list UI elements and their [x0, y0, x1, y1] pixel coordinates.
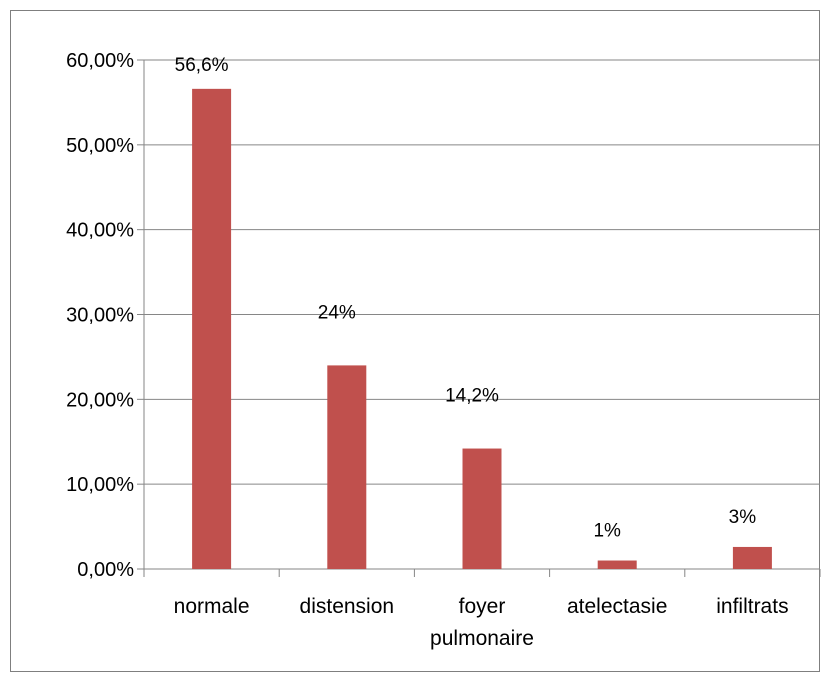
- y-tick-label: 40,00%: [66, 220, 134, 242]
- data-label: 56,6%: [175, 55, 229, 76]
- bar: [192, 88, 232, 570]
- y-tick-label: 60,00%: [66, 50, 134, 72]
- data-label: 24%: [318, 302, 356, 323]
- data-label: 1%: [593, 521, 621, 542]
- y-tick-label: 0,00%: [77, 559, 134, 581]
- y-tick-label: 50,00%: [66, 135, 134, 157]
- y-tick-label: 10,00%: [66, 474, 134, 496]
- category-label: normale: [174, 595, 250, 618]
- bars: [192, 88, 772, 570]
- gridlines: [144, 59, 820, 485]
- labels: 0,00% 10,00% 20,00% 30,00% 40,00% 50,00% 60,00…: [66, 50, 788, 650]
- chart-frame: [10, 10, 820, 672]
- bar: [327, 365, 367, 569]
- data-label: 14,2%: [445, 386, 499, 407]
- y-tick-label: 30,00%: [66, 305, 134, 327]
- category-label: distension: [300, 595, 395, 618]
- bar: [597, 560, 637, 569]
- bar: [732, 546, 772, 569]
- category-label: infiltrats: [716, 595, 788, 618]
- y-tick-label: 20,00%: [66, 389, 134, 411]
- bar: [462, 448, 502, 569]
- category-label: pulmonaire: [430, 627, 534, 650]
- category-label: atelectasie: [567, 595, 667, 618]
- category-label: foyer: [459, 595, 506, 618]
- data-label: 3%: [729, 507, 757, 528]
